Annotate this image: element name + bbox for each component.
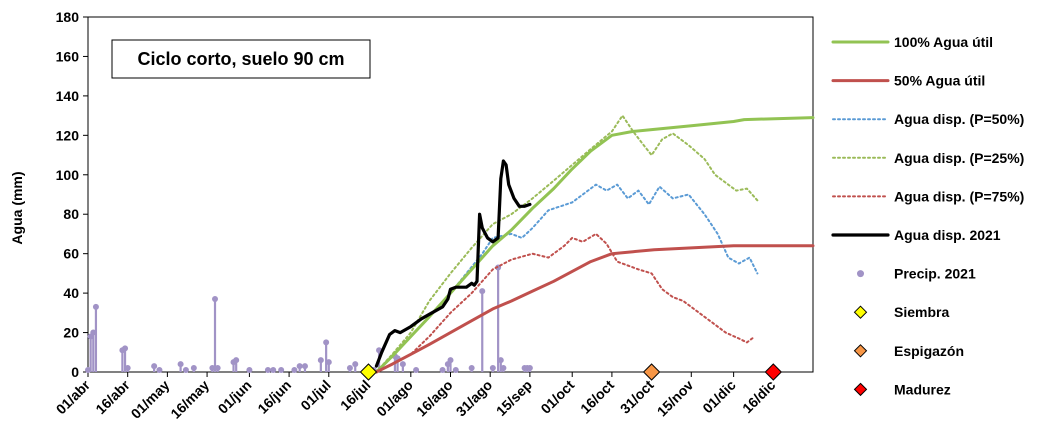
precip-point	[497, 357, 504, 364]
legend-label: Agua disp. (P=25%)	[894, 150, 1024, 166]
precip-point	[323, 339, 330, 346]
y-tick-label: 80	[63, 206, 79, 222]
precip-point	[278, 367, 285, 374]
precip-point	[124, 365, 131, 372]
precip-point	[413, 367, 420, 374]
series-line-0	[374, 116, 815, 374]
precip-point	[468, 365, 475, 372]
legend-swatch	[853, 344, 868, 358]
precip-point	[85, 367, 91, 374]
precip-point	[90, 329, 97, 336]
precip-point	[325, 359, 332, 366]
series-line-5	[374, 159, 532, 368]
legend-label: Precip. 2021	[894, 266, 976, 282]
series-line-1	[374, 244, 815, 374]
y-tick-label: 20	[63, 325, 79, 341]
phenology-marker	[359, 363, 378, 381]
precip-point	[447, 357, 454, 364]
precip-point	[317, 357, 324, 364]
legend-swatch	[853, 305, 868, 319]
precip-point	[270, 367, 277, 374]
precip-point	[346, 365, 353, 372]
series-line-3	[375, 114, 759, 373]
precip-point	[177, 361, 184, 368]
chart-title: Ciclo corto, suelo 90 cm	[137, 49, 344, 69]
chart-title-box: Ciclo corto, suelo 90 cm	[111, 39, 371, 79]
precip-point	[209, 365, 216, 372]
precip-point	[291, 367, 298, 374]
precip-point	[479, 288, 486, 295]
legend-label: Madurez	[894, 381, 951, 397]
precip-point	[526, 365, 533, 372]
y-tick-label: 180	[56, 9, 80, 25]
precip-point	[190, 365, 197, 372]
precip-point	[122, 345, 129, 352]
legend-swatch	[853, 382, 868, 397]
precip-point	[489, 365, 496, 372]
precip-point	[233, 357, 240, 364]
legend-label: 100% Agua útil	[894, 34, 993, 50]
precip-point	[500, 365, 507, 372]
legend-label: Agua disp. (P=75%)	[894, 188, 1024, 204]
legend-swatch	[857, 270, 864, 278]
legend-label: Siembra	[894, 304, 949, 320]
y-tick-label: 100	[56, 167, 80, 183]
precip-point	[399, 361, 406, 368]
precip-point	[151, 363, 158, 370]
y-tick-label: 160	[56, 48, 80, 64]
y-tick-label: 40	[63, 285, 79, 301]
precip-point	[264, 367, 271, 374]
precip-point	[439, 367, 446, 374]
y-tick-label: 120	[56, 127, 80, 143]
legend-label: Agua disp. 2021	[894, 227, 1001, 243]
legend: 100% Agua útil 50% Agua útil Agua disp. (P…	[831, 34, 1024, 397]
y-tick-label: 140	[56, 88, 80, 104]
precip-point	[182, 367, 189, 374]
phenology-marker	[642, 363, 661, 381]
legend-label: 50% Agua útil	[894, 73, 985, 89]
precip-point	[352, 361, 359, 368]
precip-point	[156, 367, 163, 374]
precip-point	[92, 303, 99, 310]
precip-point	[452, 367, 459, 374]
precip-point	[301, 363, 308, 370]
y-axis-label: Agua (mm)	[9, 171, 25, 244]
series-line-4	[375, 232, 756, 373]
y-tick-label: 60	[63, 246, 79, 262]
legend-label: Agua disp. (P=50%)	[894, 111, 1024, 127]
precip-point	[296, 363, 303, 370]
legend-label: Espigazón	[894, 343, 964, 359]
precip-point	[246, 367, 253, 374]
y-tick-label: 0	[71, 364, 79, 380]
phenology-marker	[764, 363, 783, 381]
precip-point	[212, 296, 219, 303]
precip-point	[214, 365, 221, 372]
